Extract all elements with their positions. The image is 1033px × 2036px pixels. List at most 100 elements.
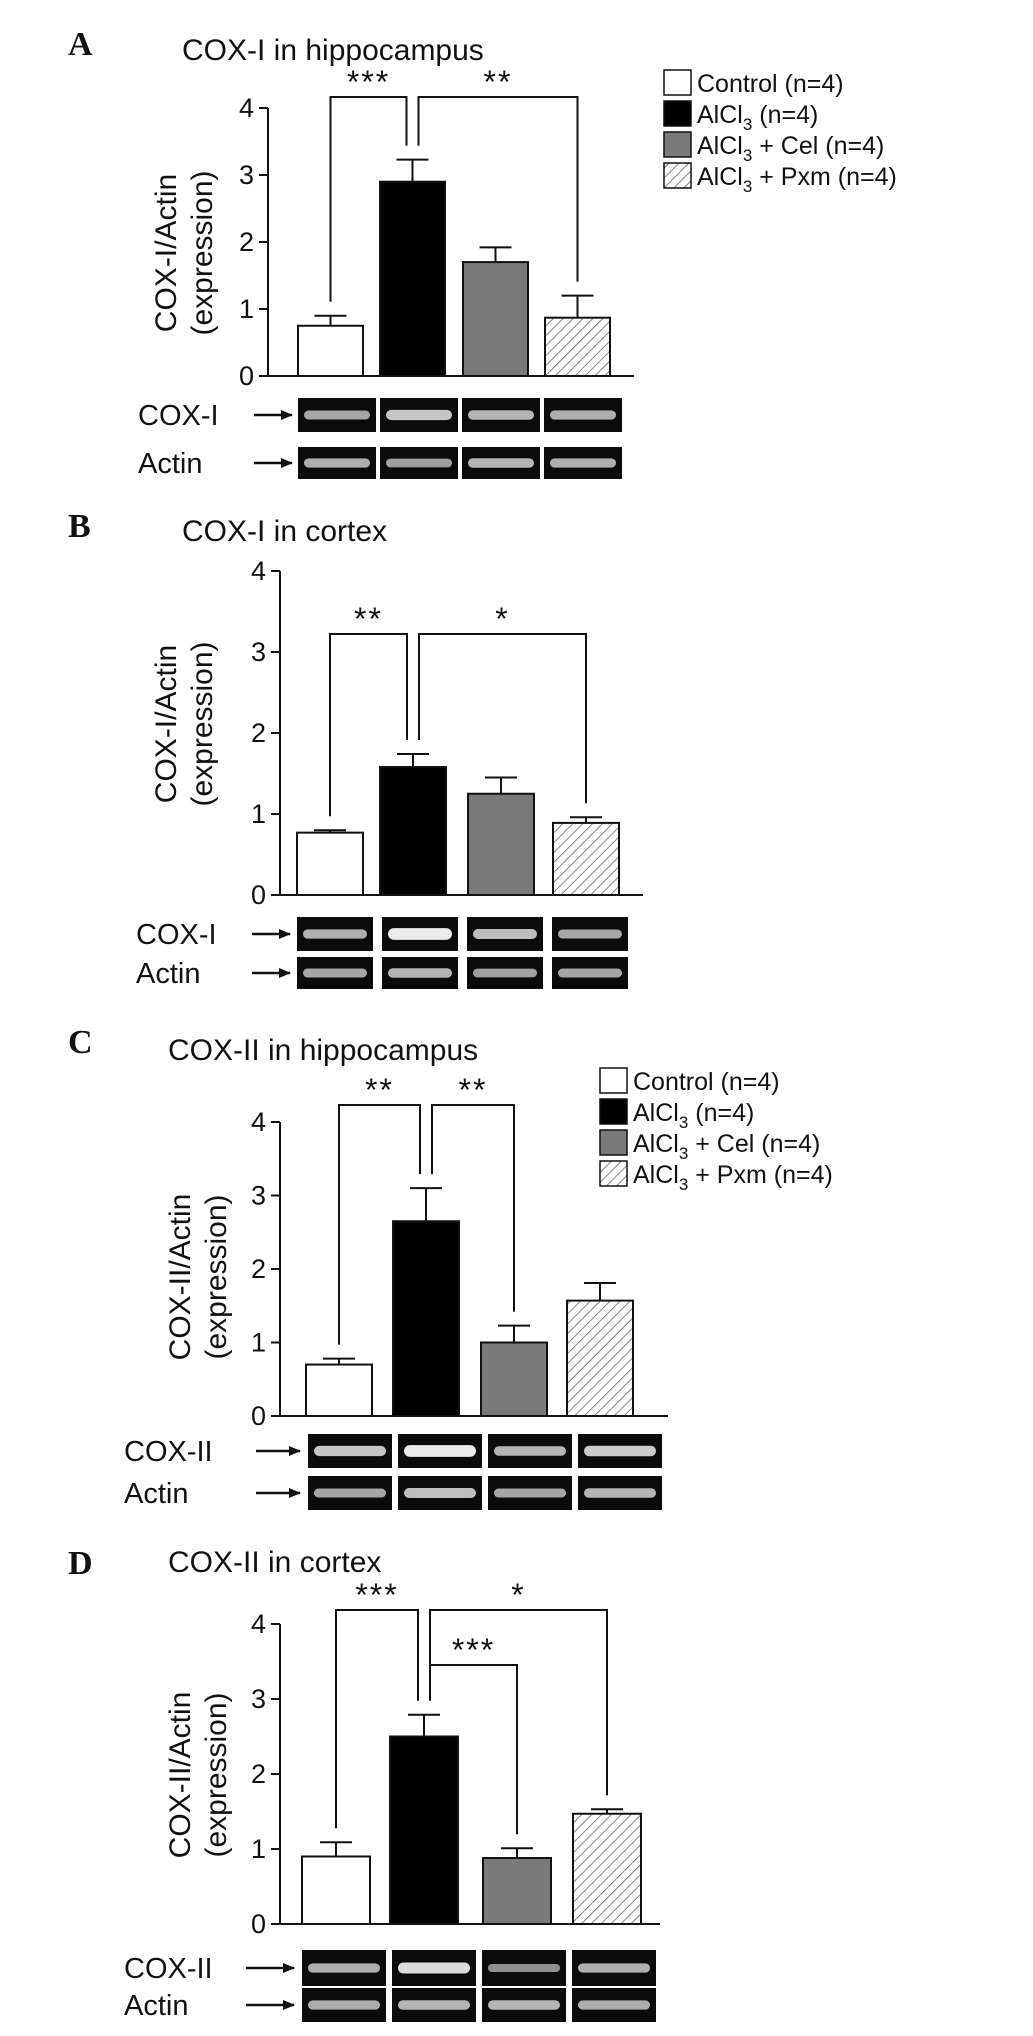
significance-bracket: [431, 1104, 515, 1312]
significance-bracket: [335, 1609, 419, 1829]
gel-band: [398, 1962, 470, 1974]
chart-title: COX-I in hippocampus: [182, 34, 484, 67]
y-tick-label: 0: [251, 880, 266, 910]
gel-row-label: COX-I: [136, 919, 217, 951]
significance-bracket: [429, 1664, 518, 1835]
gel-band: [303, 968, 367, 978]
bar-control: [301, 1855, 371, 1925]
gel-row-label: Actin: [138, 448, 202, 480]
legend-label: Control (n=4): [633, 1068, 780, 1096]
bar-control: [297, 324, 364, 377]
significance-bracket: [338, 1104, 421, 1345]
significance-bracket: [329, 96, 408, 302]
y-tick-label: 1: [239, 294, 254, 324]
significance-bracket: [417, 96, 579, 282]
significance-bracket: [429, 1609, 608, 1796]
gel-band: [473, 929, 537, 939]
gel-row-label: Actin: [124, 1990, 188, 2022]
y-axis-label: COX-II/Actin (expression): [164, 1194, 233, 1361]
significance-label: ***: [355, 1577, 398, 1613]
panel-letter: A: [68, 26, 93, 63]
gel-band: [578, 2000, 650, 2010]
panel-c: C COX-II in hippocampus 0 1 2 3 4 COX-II/Actin(…: [68, 1024, 833, 1510]
significance-label: **: [365, 1072, 394, 1108]
y-tick-label: 1: [251, 1328, 266, 1358]
gel-band: [558, 929, 622, 939]
legend-swatch-alcl3-pxm: [599, 1160, 628, 1187]
gel-band: [488, 1963, 560, 1973]
y-tick-label: 4: [251, 1107, 266, 1137]
y-tick-label: 0: [239, 361, 254, 391]
bar-alcl3: [379, 180, 446, 377]
y-tick-label: 3: [239, 160, 254, 190]
y-tick-label: 2: [251, 1759, 266, 1789]
y-axis-label-line2: (expression): [186, 170, 219, 335]
legend-label: AlCl3 (n=4): [633, 1099, 754, 1132]
legend-label: AlCl3 (n=4): [697, 101, 818, 134]
y-tick-label: 4: [251, 556, 266, 586]
gel-band: [404, 1488, 476, 1498]
bar-alcl3-cel: [467, 792, 535, 896]
gel-row-label: COX-II: [124, 1953, 213, 1985]
panel-letter: B: [68, 508, 91, 545]
y-tick-label: 2: [239, 227, 254, 257]
gel-band: [314, 1445, 386, 1457]
y-axis-label-line1: COX-II/Actin: [164, 1194, 197, 1361]
gel-band: [558, 968, 622, 978]
legend-label: AlCl3 + Pxm (n=4): [697, 163, 897, 196]
bar-alcl3-pxm: [544, 316, 611, 377]
gel-band: [303, 929, 367, 939]
y-axis-label: COX-II/Actin (expression): [164, 1692, 233, 1859]
y-axis-label-line2: (expression): [200, 1692, 233, 1857]
panel-b: B COX-I in cortex 0 1 2 3 4 COX-I/Actin (express…: [68, 508, 643, 990]
y-axis-label-line1: COX-I/Actin: [150, 174, 183, 332]
gel-band: [550, 410, 616, 420]
significance-label: **: [459, 1072, 488, 1108]
y-tick-label: 3: [251, 1684, 266, 1714]
bar-alcl3: [379, 766, 447, 897]
panel-d: D COX-II in cortex 0 1 2 3 4 COX-II/Actin (expre…: [68, 1545, 660, 2022]
gel-band: [404, 1445, 476, 1457]
gel-band: [388, 928, 452, 940]
legend-swatch-alcl3: [663, 100, 692, 127]
panel-a: A COX-I in hippocampus 0 1 2 3 4 COX-I/Actin (ex…: [68, 26, 897, 480]
gel-band: [584, 1445, 656, 1457]
gel-band: [314, 1488, 386, 1498]
significance-label: *: [511, 1577, 525, 1613]
chart-title: COX-II in cortex: [168, 1546, 381, 1579]
gel-band: [308, 1963, 380, 1973]
bar-alcl3-pxm: [572, 1812, 642, 1925]
gel-band: [488, 2000, 560, 2010]
significance-label: **: [484, 64, 513, 100]
legend-label: AlCl3 + Cel (n=4): [633, 1130, 820, 1163]
gel-band: [578, 1963, 650, 1973]
gel-row-label: COX-II: [124, 1436, 213, 1468]
y-tick-label: 3: [251, 637, 266, 667]
bar-alcl3-pxm: [566, 1299, 634, 1417]
y-tick-label: 3: [251, 1181, 266, 1211]
gel-band: [388, 968, 452, 978]
y-tick-label: 1: [251, 1834, 266, 1864]
gel-row-label: Actin: [136, 958, 200, 990]
gel-row-label: COX-I: [138, 400, 219, 432]
y-axis-label-line1: COX-II/Actin: [164, 1692, 197, 1859]
gel-band: [304, 458, 370, 468]
y-tick-label: 4: [239, 93, 254, 123]
gel-band: [386, 409, 452, 421]
gel-band: [584, 1488, 656, 1498]
y-tick-label: 2: [251, 718, 266, 748]
significance-label: ***: [452, 1632, 495, 1668]
legend-swatch-control: [599, 1067, 628, 1094]
y-axis-label: COX-I/Actin (expression): [150, 170, 219, 335]
gel-band: [468, 410, 534, 420]
bar-alcl3-cel: [482, 1857, 552, 1925]
panel-letter: C: [68, 1024, 93, 1061]
significance-label: ***: [347, 64, 390, 100]
panel-letter: D: [68, 1545, 93, 1582]
gel-band: [494, 1446, 566, 1456]
y-axis-label-line2: (expression): [200, 1194, 233, 1359]
y-axis-label: COX-I/Actin (expression): [150, 641, 219, 806]
gel-band: [386, 458, 452, 468]
bar-alcl3-pxm: [552, 821, 620, 896]
y-tick-label: 1: [251, 799, 266, 829]
